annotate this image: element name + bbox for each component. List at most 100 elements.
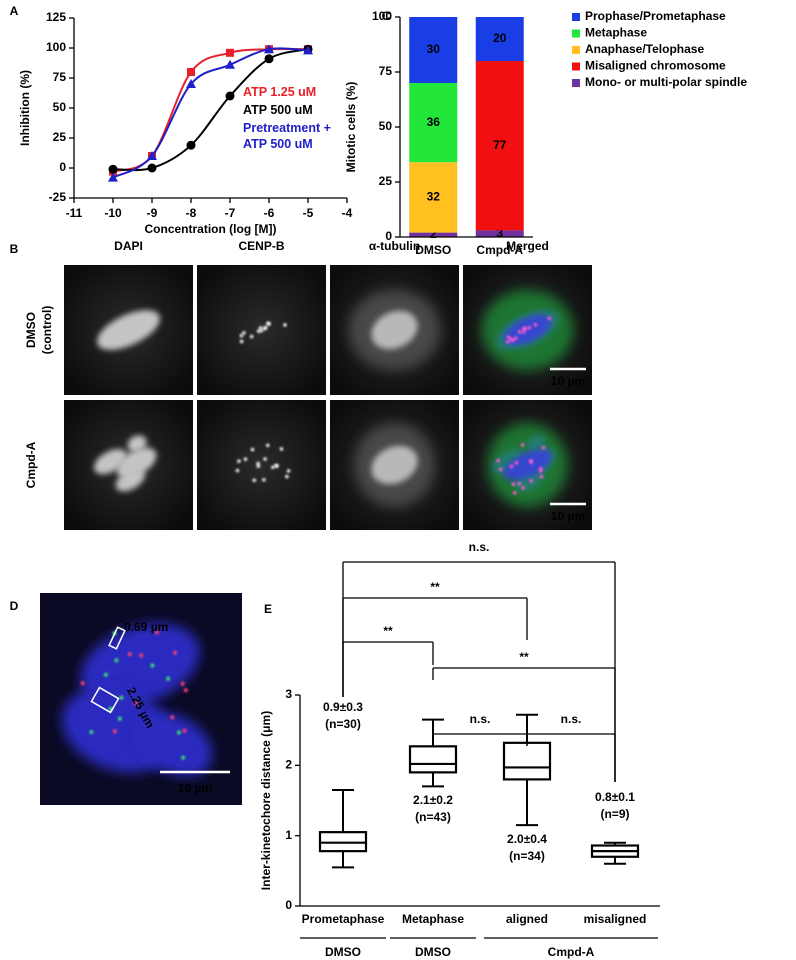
legend-swatch (572, 46, 580, 54)
measure-box (108, 626, 126, 650)
column-label: Merged (506, 239, 549, 253)
x-tick-label: aligned (506, 912, 548, 926)
kinetochore (541, 445, 546, 450)
x-tick-label: Cmpd-A (476, 243, 523, 257)
kinetochore (150, 663, 155, 668)
group-label: DMSO (415, 945, 451, 959)
marker (225, 91, 235, 101)
micrograph (64, 400, 193, 530)
micrograph (197, 265, 326, 395)
bar-segment (475, 17, 524, 61)
kinetochore (127, 652, 132, 657)
marker (264, 54, 274, 64)
x-tick-label: misaligned (584, 912, 647, 926)
kinetochore (283, 323, 287, 327)
chromatin (116, 447, 157, 478)
y-tick-label: 0 (385, 229, 392, 243)
kinetochore (258, 326, 263, 330)
x-tick-label: -5 (303, 206, 314, 220)
kinetochore (242, 331, 246, 335)
kinetochore (513, 491, 517, 495)
chromatin (137, 713, 213, 777)
kinetochore (114, 658, 119, 663)
micrograph (64, 265, 193, 395)
kinetochore (511, 482, 516, 487)
kinetochore (133, 701, 138, 706)
column-label: α-tubulin (369, 239, 420, 253)
kinetochore (539, 474, 544, 479)
micrograph (330, 265, 459, 395)
row-label: DMSO (control) (24, 305, 54, 355)
kinetochore (509, 464, 514, 469)
kinetochore (237, 459, 241, 464)
marker (147, 163, 157, 173)
kinetochore (271, 465, 275, 470)
significance-label: ** (519, 650, 529, 664)
marker (108, 172, 118, 182)
column-label: CENP-B (238, 239, 284, 253)
bar-segment (409, 17, 458, 83)
y-tick-label: 75 (379, 64, 393, 78)
annotation: 2.0±0.4 (507, 832, 547, 846)
value-label: 30 (427, 42, 441, 56)
panel-letter: D (10, 599, 19, 613)
x-tick-label: -10 (104, 206, 122, 220)
kinetochore (521, 330, 526, 334)
kinetochore (176, 730, 181, 735)
kinetochore (262, 326, 267, 331)
significance-label: n.s. (561, 712, 582, 726)
box (408, 745, 458, 774)
significance-label: n.s. (470, 712, 491, 726)
kinetochore (262, 477, 266, 482)
y-tick-label: -25 (49, 190, 67, 204)
kinetochore (498, 467, 503, 472)
micrograph (463, 400, 592, 530)
y-tick-label: 0 (285, 898, 292, 912)
x-tick-label: -9 (147, 206, 158, 220)
value-label: 3 (496, 226, 503, 240)
kinetochore (154, 630, 159, 635)
kinetochore (539, 466, 543, 471)
x-tick-label: -8 (186, 206, 197, 220)
kinetochore (265, 443, 270, 448)
legend-entry: ATP 1.25 uM (243, 85, 317, 99)
panel-letter: E (264, 602, 272, 616)
measurement-label: 0.69 µm (124, 620, 168, 634)
kinetochore (119, 695, 124, 700)
kinetochore (80, 681, 85, 686)
bar-segment (475, 61, 524, 231)
kinetochore (274, 463, 278, 468)
legend-entry: ATP 500 uM (243, 103, 313, 117)
x-axis-label: Concentration (log [M]) (145, 222, 277, 236)
micrograph (40, 593, 242, 805)
annotation: (n=30) (325, 717, 361, 731)
kinetochore (496, 458, 500, 463)
chromatin (97, 310, 160, 350)
y-tick-label: 1 (285, 828, 292, 842)
y-axis-label: Inter-kinetochore distance (μm) (259, 711, 273, 890)
kinetochore (513, 336, 518, 341)
kinetochore (514, 461, 519, 465)
kinetochore (263, 457, 267, 461)
marker (186, 140, 196, 150)
y-tick-label: 50 (53, 100, 67, 114)
legend-entry: Prophase/Prometaphase (585, 9, 726, 23)
y-tick-label: 100 (46, 40, 66, 54)
significance-label: n.s. (469, 540, 490, 554)
value-label: 20 (493, 31, 507, 45)
scale-bar-label: 10 µm (551, 509, 585, 523)
bar-segment (475, 230, 524, 237)
kinetochore (533, 323, 538, 327)
image-background (197, 400, 326, 530)
panel-letter: A (10, 4, 19, 18)
y-tick-label: 50 (379, 119, 393, 133)
group-label: Cmpd-A (548, 945, 595, 959)
spindle (371, 445, 418, 485)
kinetochore (170, 715, 175, 720)
kinetochore (117, 716, 122, 721)
kinetochore (139, 653, 144, 658)
kinetochore (285, 474, 289, 479)
annotation: (n=9) (600, 807, 629, 821)
kinetochore (523, 326, 527, 331)
